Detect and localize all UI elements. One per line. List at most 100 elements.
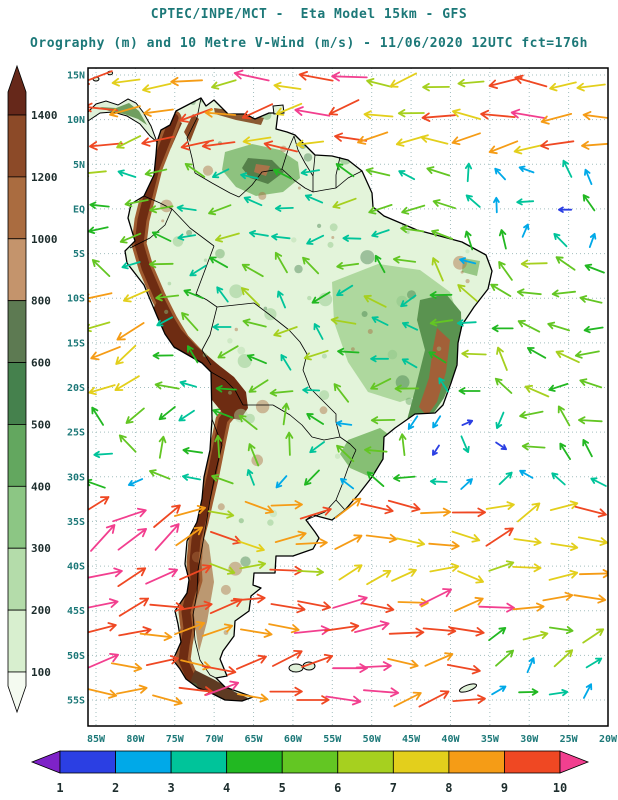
wind-arrow [577, 536, 608, 546]
wind-arrow [371, 229, 390, 238]
wind-arrow [211, 79, 237, 90]
wind-arrow [429, 563, 460, 573]
wind-arrow [396, 537, 426, 548]
wind-arrow [208, 204, 232, 216]
wind-arrow [309, 441, 325, 454]
lon-tick-label: 85W [87, 734, 106, 745]
elevation-tick-label: 300 [31, 542, 51, 555]
wind-arrow [428, 541, 460, 551]
wind-arrow [149, 205, 174, 214]
wind-arrow [498, 229, 507, 250]
wind-bar-segment [504, 750, 561, 774]
wind-bar-segment [281, 750, 339, 774]
wind-arrow [246, 354, 267, 365]
wind-arrow [548, 383, 569, 392]
wind-arrow [215, 232, 240, 243]
wind-arrow [88, 292, 113, 303]
wind-arrow [91, 406, 104, 426]
wind-tick-label: 8 [445, 781, 452, 795]
wind-arrow [88, 384, 116, 396]
wind-arrow [588, 232, 597, 248]
elevation-bar-segment [7, 609, 27, 673]
andes-ridge [134, 113, 235, 701]
wind-arrow [184, 163, 206, 178]
elevation-bar-segment [7, 547, 27, 611]
wind-arrow [391, 568, 417, 582]
wind-arrow [540, 140, 575, 150]
wind-arrow [179, 380, 197, 388]
wind-bar-segment [115, 750, 172, 774]
elevation-tick-label: 200 [31, 604, 51, 617]
wind-arrow [181, 312, 199, 332]
wind-arrow [116, 684, 148, 695]
latitude-labels: 15N 10N 5N EQ 5S 10S 15S 20S 25S 30S 35S 40S 45S 50S 5… [67, 71, 85, 707]
lon-tick-label: 30W [520, 734, 539, 745]
wind-arrow [420, 134, 449, 145]
wind-arrow [118, 597, 149, 617]
wind-arrow [451, 530, 481, 543]
wind-tick-label: 1 [56, 781, 63, 795]
wind-arrow [574, 505, 607, 518]
wind-arrow [363, 294, 387, 308]
wind-arrow [429, 478, 448, 485]
wind-arrow [590, 477, 607, 487]
wind-bar-right-arrow [559, 750, 590, 774]
wind-arrow [276, 290, 286, 309]
elevation-tick-label: 600 [31, 357, 51, 370]
wind-bar-segment [392, 750, 450, 774]
wind-arrow [238, 414, 258, 431]
wind-arrow [548, 569, 579, 581]
lon-tick-label: 55W [323, 734, 342, 745]
wind-tick-label: 5 [279, 781, 286, 795]
wind-arrow [117, 567, 147, 587]
wind-arrow [143, 108, 174, 117]
wind-arrow [495, 411, 505, 429]
elevation-bar-top-arrow [7, 64, 27, 116]
wind-arrow [149, 602, 184, 612]
wind-arrow [244, 500, 274, 514]
lon-tick-label: 50W [363, 734, 382, 745]
wind-arrow [302, 386, 321, 394]
wind-arrow [558, 206, 573, 213]
wind-arrow [480, 109, 516, 120]
wind-arrow [432, 199, 456, 210]
wind-bar-segment [448, 750, 505, 774]
wind-arrow [247, 443, 260, 467]
wind-arrow [519, 469, 534, 479]
lat-tick-label: 30S [67, 472, 85, 483]
wind-arrow [242, 318, 267, 328]
lat-tick-label: 15N [67, 71, 85, 82]
wind-arrow [551, 472, 566, 486]
wind-arrow [280, 354, 292, 371]
wind-arrow [212, 168, 230, 179]
wind-arrow [154, 523, 180, 551]
wind-arrow [158, 406, 176, 421]
lat-tick-label: 40S [67, 562, 85, 573]
wind-arrow [152, 351, 174, 360]
elevation-tick-label: 400 [31, 480, 51, 493]
wind-arrow [334, 534, 363, 550]
wind-arrow [465, 194, 481, 208]
wind-arrow [333, 383, 350, 403]
wind-arrow [154, 381, 180, 390]
wind-arrow [121, 261, 141, 270]
longitude-labels: 85W 80W 75W 70W 65W 60W 55W 50W 45W 40W 35W 30W 25W 2… [87, 734, 618, 745]
wind-arrow [421, 112, 456, 122]
wind-arrow [363, 110, 394, 120]
wind-bar-segment [59, 750, 116, 774]
wind-arrow [90, 346, 121, 361]
wind-arrow [398, 170, 416, 181]
wind-arrow [118, 434, 137, 453]
wind-tick-label: 10 [553, 781, 567, 795]
wind-arrow [512, 563, 542, 573]
title-line-2: Orography (m) and 10 Metre V-Wind (m/s) … [30, 36, 588, 51]
lon-tick-label: 70W [205, 734, 224, 745]
wind-arrow [230, 593, 266, 604]
wind-vectors-layer [88, 69, 608, 708]
wind-arrow [142, 82, 172, 93]
wind-arrow [456, 319, 477, 327]
wind-bar-segment [226, 750, 283, 774]
wind-arrow [176, 204, 197, 212]
wind-arrow [271, 233, 291, 241]
wind-arrow [170, 76, 203, 87]
